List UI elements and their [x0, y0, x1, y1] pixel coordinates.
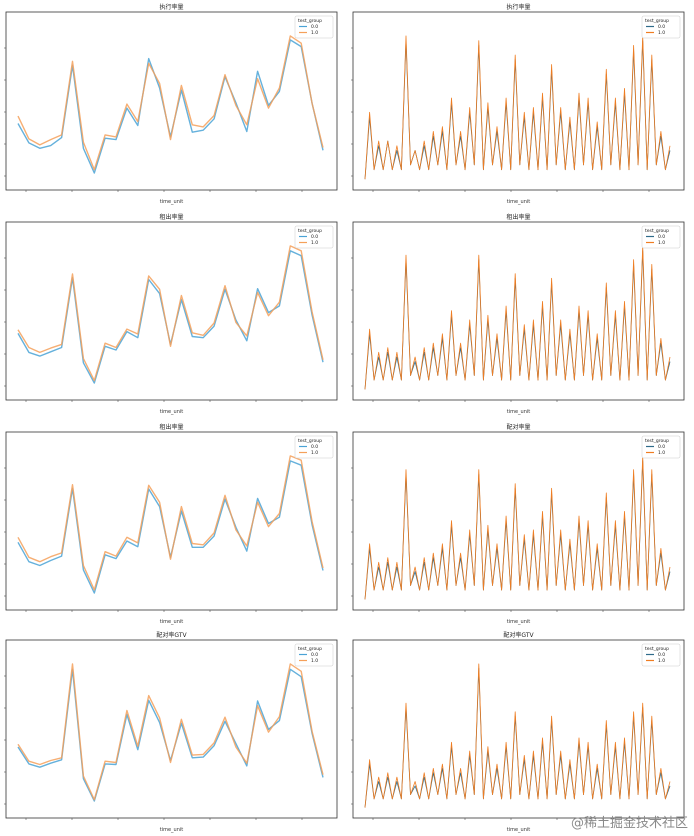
- legend-entry: 1.0: [658, 240, 665, 246]
- x-axis-label: time_unit: [507, 409, 531, 415]
- x-axis-label: time_unit: [507, 199, 531, 205]
- x-axis-label: time_unit: [160, 827, 184, 833]
- axes-frame: [6, 432, 337, 610]
- chart-title: 配对率GTV: [503, 631, 534, 639]
- x-axis-label: time_unit: [160, 409, 184, 415]
- footer-watermark: @稀土掘金技术社区: [571, 812, 688, 831]
- chart-title: 配对率量: [506, 423, 530, 431]
- chart-title: 租出率量: [159, 423, 183, 431]
- legend-entry: 0.0: [658, 444, 665, 450]
- chart-title: 租出率量: [506, 213, 530, 221]
- legend-title: test_group: [298, 646, 322, 652]
- legend-title: test_group: [645, 646, 669, 652]
- legend-entry: 1.0: [311, 240, 318, 246]
- legend-entry: 0.0: [658, 234, 665, 240]
- axes-frame: [353, 432, 684, 610]
- legend-entry: 0.0: [658, 652, 665, 658]
- x-axis-label: time_unit: [160, 619, 184, 625]
- axes-frame: [6, 222, 337, 400]
- legend-entry: 1.0: [311, 30, 318, 36]
- x-axis-label: time_unit: [507, 827, 531, 833]
- legend-title: test_group: [645, 18, 669, 24]
- legend-title: test_group: [645, 438, 669, 444]
- legend-title: test_group: [645, 228, 669, 234]
- legend-entry: 0.0: [658, 24, 665, 30]
- legend-entry: 1.0: [658, 30, 665, 36]
- legend-entry: 1.0: [311, 450, 318, 456]
- legend-entry: 1.0: [658, 450, 665, 456]
- x-axis-label: time_unit: [160, 199, 184, 205]
- chart-title: 租出率量: [159, 213, 183, 221]
- legend-entry: 0.0: [311, 24, 318, 30]
- legend-entry: 0.0: [311, 234, 318, 240]
- legend-title: test_group: [298, 438, 322, 444]
- chart-title: 执行率量: [159, 3, 183, 11]
- legend-title: test_group: [298, 18, 322, 24]
- legend-entry: 0.0: [311, 444, 318, 450]
- axes-frame: [353, 222, 684, 400]
- legend-entry: 1.0: [658, 658, 665, 664]
- axes-frame: [6, 12, 337, 190]
- axes-frame: [6, 640, 337, 818]
- legend-entry: 0.0: [311, 652, 318, 658]
- legend-title: test_group: [298, 228, 322, 234]
- legend-entry: 1.0: [311, 658, 318, 664]
- chart-title: 配对率GTV: [156, 631, 187, 639]
- chart-title: 执行率量: [506, 3, 530, 11]
- x-axis-label: time_unit: [507, 619, 531, 625]
- axes-frame: [353, 12, 684, 190]
